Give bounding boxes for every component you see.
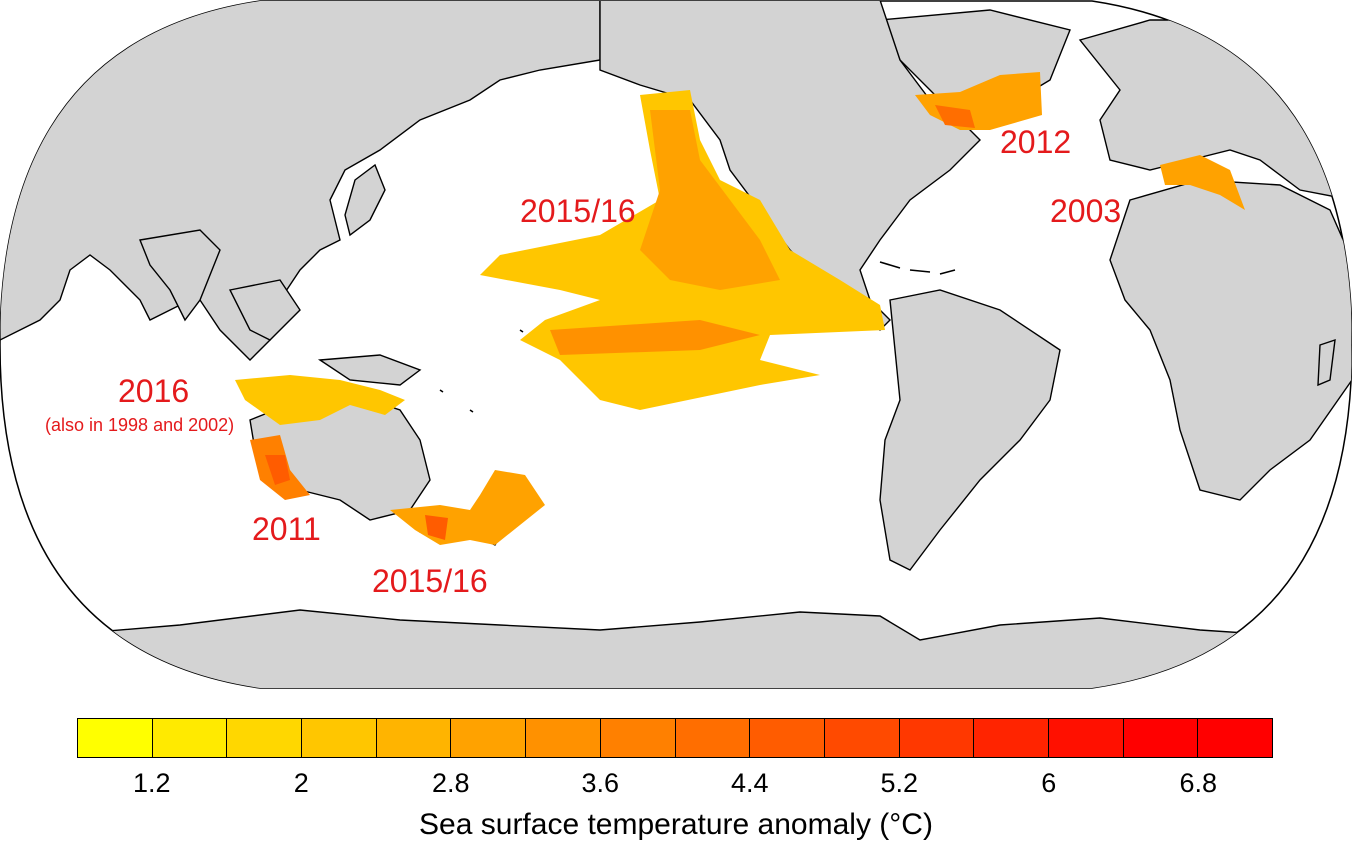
madagascar-landmass bbox=[1317, 338, 1336, 387]
colorbar bbox=[77, 718, 1273, 758]
colorbar-tick-label: 1.2 bbox=[132, 768, 171, 798]
colorbar-swatch bbox=[227, 719, 303, 757]
caribbean-coast bbox=[879, 261, 956, 275]
colorbar-swatch bbox=[78, 719, 153, 757]
nw-atlantic-anomaly-core bbox=[935, 105, 975, 128]
label-n-australia: 2016 bbox=[118, 373, 189, 409]
ne-pacific-anomaly-mid bbox=[640, 110, 780, 290]
label-nw-atlantic: 2012 bbox=[1000, 124, 1071, 160]
colorbar-swatch bbox=[302, 719, 377, 757]
colorbar-swatch bbox=[600, 719, 676, 757]
label-ne-pacific: 2015/16 bbox=[520, 193, 636, 229]
anomaly-patches bbox=[235, 72, 1245, 545]
south-america-landmass bbox=[879, 289, 1061, 571]
colorbar-tick-label: 6 bbox=[1041, 768, 1057, 798]
tasman-anomaly-core bbox=[425, 515, 448, 540]
japan-landmass bbox=[344, 163, 386, 237]
colorbar-swatch bbox=[1198, 719, 1272, 757]
colorbar-swatch bbox=[824, 719, 900, 757]
colorbar-swatch bbox=[899, 719, 975, 757]
colorbar-swatch bbox=[451, 719, 527, 757]
label-w-australia: 2011 bbox=[252, 511, 321, 547]
colorbar-swatch bbox=[1123, 719, 1199, 757]
colorbar-tick-label: 3.6 bbox=[581, 768, 620, 798]
colorbar-tick-label: 2 bbox=[293, 768, 309, 798]
label-n-australia-note: (also in 1998 and 2002) bbox=[45, 415, 234, 435]
color-legend bbox=[77, 718, 1273, 760]
colorbar-tick-label: 5.2 bbox=[880, 768, 919, 798]
label-tasman: 2015/16 bbox=[372, 563, 488, 599]
colorbar-tick-label: 4.4 bbox=[730, 768, 769, 798]
w-australia-anomaly-core bbox=[265, 455, 290, 485]
n-australia-anomaly bbox=[235, 375, 405, 425]
colorbar-swatch bbox=[675, 719, 751, 757]
pacific-islands bbox=[439, 264, 605, 413]
india-landmass bbox=[139, 229, 221, 322]
colorbar-swatch bbox=[376, 719, 452, 757]
mediterranean-anomaly bbox=[1160, 155, 1245, 210]
colorbar-swatch bbox=[152, 719, 228, 757]
colorbar-swatch bbox=[526, 719, 601, 757]
legend-title: Sea surface temperature anomaly (°C) bbox=[419, 808, 933, 841]
africa-landmass bbox=[1109, 179, 1352, 501]
colorbar-swatch bbox=[1048, 719, 1124, 757]
label-mediterranean: 2003 bbox=[1050, 193, 1121, 229]
equatorial-pacific-anomaly bbox=[550, 320, 760, 355]
colorbar-tick-label: 6.8 bbox=[1179, 768, 1218, 798]
southeast-asia-landmass bbox=[228, 279, 301, 341]
new-guinea-landmass bbox=[317, 354, 422, 386]
colorbar-swatch bbox=[750, 719, 825, 757]
colorbar-swatch bbox=[974, 719, 1049, 757]
colorbar-tick-label: 2.8 bbox=[431, 768, 470, 798]
world-map: 2015/16 2012 2003 2016 (also in 1998 and… bbox=[0, 0, 1352, 689]
